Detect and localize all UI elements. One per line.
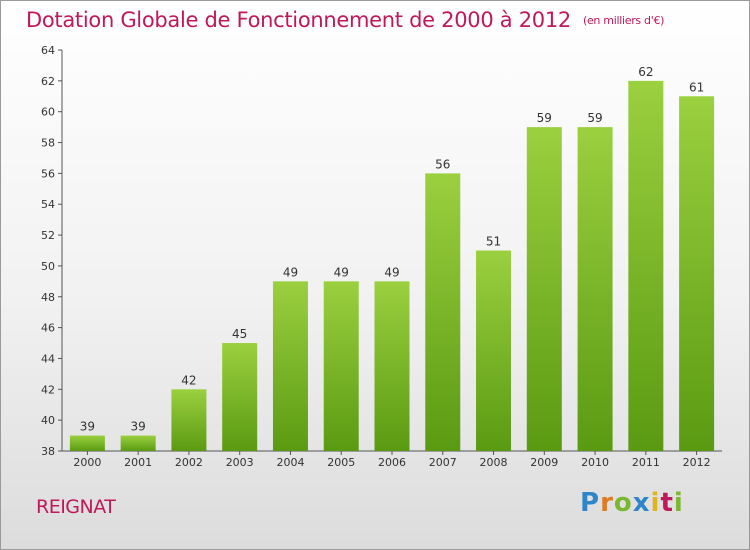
y-tick-label: 52 (41, 229, 55, 242)
bar (171, 389, 207, 451)
x-tick-label: 2012 (683, 456, 711, 469)
y-tick-label: 64 (41, 44, 55, 57)
x-tick-label: 2007 (429, 456, 457, 469)
y-tick-label: 56 (41, 167, 55, 180)
logo-letter: x (632, 488, 651, 518)
bar (120, 435, 156, 451)
y-tick-label: 44 (41, 352, 55, 365)
bar (272, 281, 308, 451)
chart-subtitle: (en milliers d'€) (582, 14, 665, 27)
logo-letter: o (613, 488, 633, 518)
bar (69, 435, 105, 451)
y-tick-label: 60 (41, 106, 55, 119)
bar (476, 250, 512, 451)
bar-value-label: 49 (283, 265, 298, 279)
x-tick-label: 2006 (378, 456, 406, 469)
bar-value-label: 45 (232, 327, 247, 341)
bar (679, 96, 715, 452)
x-tick-label: 2011 (632, 456, 660, 469)
x-tick-label: 2001 (124, 456, 152, 469)
y-tick-label: 50 (41, 260, 55, 273)
y-tick-label: 46 (41, 322, 55, 335)
bar-value-label: 51 (486, 235, 501, 249)
y-tick-label: 40 (41, 414, 55, 427)
bar-value-label: 59 (587, 111, 602, 125)
x-tick-label: 2002 (175, 456, 203, 469)
bar-value-label: 42 (181, 373, 196, 387)
bar (323, 281, 359, 451)
bar (577, 127, 613, 451)
logo-letter: P (580, 488, 601, 518)
commune-name: REIGNAT (36, 496, 116, 518)
y-tick-label: 48 (41, 291, 55, 304)
y-tick-label: 58 (41, 137, 55, 150)
proxiti-logo: Proxiti (580, 488, 684, 518)
y-tick-label: 54 (41, 198, 55, 211)
x-tick-label: 2008 (480, 456, 508, 469)
x-tick-label: 2003 (226, 456, 254, 469)
bar-value-label: 39 (131, 420, 146, 434)
y-tick-label: 62 (41, 75, 55, 88)
bar-value-label: 49 (334, 265, 349, 279)
chart-title: Dotation Globale de Fonctionnement de 20… (26, 8, 664, 32)
bar-value-label: 49 (384, 265, 399, 279)
y-tick-label: 38 (41, 445, 55, 458)
bar (374, 281, 410, 451)
bar (526, 127, 562, 451)
y-tick-label: 42 (41, 383, 55, 396)
bar-value-label: 59 (537, 111, 552, 125)
x-tick-label: 2004 (276, 456, 304, 469)
x-tick-label: 2005 (327, 456, 355, 469)
logo-letter: r (600, 488, 614, 518)
x-tick-label: 2000 (73, 456, 101, 469)
logo-letter: t (660, 488, 674, 518)
logo-letter: i (673, 488, 684, 518)
bar-value-label: 62 (638, 65, 653, 79)
logo-letter: i (650, 488, 661, 518)
x-tick-label: 2009 (530, 456, 558, 469)
bar-value-label: 56 (435, 157, 450, 171)
x-tick-label: 2010 (581, 456, 609, 469)
bars: 39 39 42 45 49 49 49 56 51 59 59 62 61 (69, 65, 715, 452)
bar (425, 173, 461, 451)
bar-value-label: 39 (80, 420, 95, 434)
chart-title-text: Dotation Globale de Fonctionnement de 20… (26, 8, 571, 32)
bar (628, 80, 664, 451)
bar (222, 343, 258, 451)
bar-value-label: 61 (689, 80, 704, 94)
